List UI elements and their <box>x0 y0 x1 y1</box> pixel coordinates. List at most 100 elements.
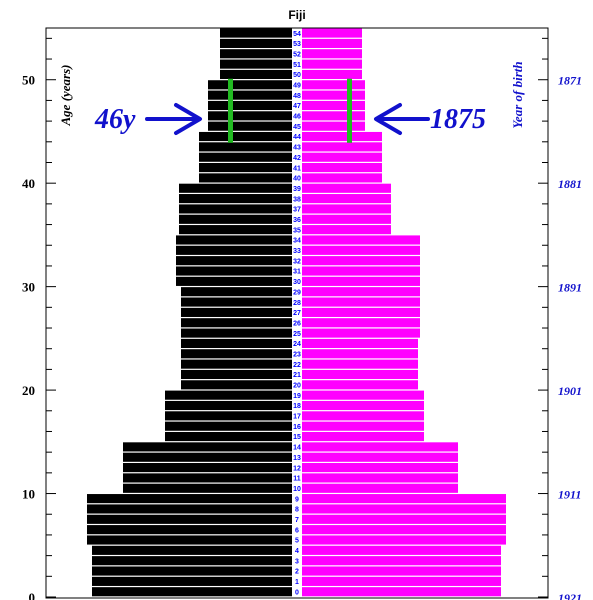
markers <box>228 78 352 143</box>
bar-right <box>302 80 365 90</box>
bar-right <box>302 162 382 173</box>
bar-left <box>220 69 292 80</box>
age-label: 42 <box>293 155 301 162</box>
bar-left <box>208 90 292 100</box>
birth-year-label: 1901 <box>558 384 582 398</box>
bar-right <box>302 369 418 380</box>
bar-left <box>208 80 292 90</box>
y-axis-label: Age (years) <box>58 64 73 126</box>
age-label: 50 <box>293 72 301 79</box>
age-label: 46 <box>293 114 301 121</box>
age-label: 14 <box>293 445 301 452</box>
age-label: 26 <box>293 320 301 327</box>
age-label: 23 <box>293 351 301 358</box>
bar-left <box>176 276 292 286</box>
birth-year-label: 1921 <box>558 591 582 600</box>
birth-year-label: 1891 <box>558 281 582 295</box>
bar-left <box>199 131 292 142</box>
bar-right <box>302 349 418 359</box>
bar-right <box>302 266 420 276</box>
bar-left <box>181 349 292 359</box>
bar-left <box>179 194 292 204</box>
bar-right <box>302 390 424 400</box>
age-label: 35 <box>293 227 301 234</box>
bar-left <box>181 297 292 307</box>
bar-left <box>181 328 292 338</box>
bar-left <box>179 204 292 214</box>
age-label: 9 <box>295 496 299 503</box>
bar-left <box>181 307 292 317</box>
bar-right <box>302 442 458 452</box>
bar-left <box>208 111 292 121</box>
y-tick-label: 10 <box>22 487 35 502</box>
bar-right <box>302 338 418 349</box>
bar-left <box>87 494 292 504</box>
right-axis-label: Year of birth <box>510 61 525 128</box>
year-of-birth-axis: 1871 1881 1891 1901 1911 1921 <box>538 37 582 600</box>
age-label: 54 <box>293 31 301 38</box>
birth-year-label: 1911 <box>558 488 581 502</box>
bar-right <box>302 421 424 431</box>
age-label: 22 <box>293 362 301 369</box>
age-label: 33 <box>293 248 301 255</box>
bar-right <box>302 69 362 80</box>
age-label: 40 <box>293 176 301 183</box>
age-label: 53 <box>293 41 301 48</box>
age-label: 43 <box>293 145 301 152</box>
bar-left <box>181 369 292 380</box>
marker-left <box>228 78 233 143</box>
bar-left <box>87 504 292 514</box>
age-label: 20 <box>293 383 301 390</box>
age-label: 44 <box>293 134 301 141</box>
bar-left <box>123 463 292 473</box>
bar-right <box>302 131 382 142</box>
left-bars <box>87 28 292 597</box>
bar-left <box>179 225 292 235</box>
bar-right <box>302 276 420 286</box>
bar-left <box>123 473 292 483</box>
bar-right <box>302 297 420 307</box>
bar-left <box>92 566 292 576</box>
bar-left <box>208 100 292 111</box>
bar-left <box>165 431 292 442</box>
bar-left <box>176 256 292 266</box>
age-label: 31 <box>293 269 301 276</box>
bar-left <box>165 390 292 400</box>
bar-right <box>302 587 501 597</box>
bar-right <box>302 256 420 266</box>
bar-left <box>181 318 292 328</box>
y-tick-label: 0 <box>29 590 36 600</box>
age-label: 47 <box>293 103 301 110</box>
y-tick-label: 50 <box>22 73 35 88</box>
age-label: 16 <box>293 424 301 431</box>
bar-left <box>179 183 292 193</box>
bar-right <box>302 245 420 255</box>
y-tick-label: 40 <box>22 176 35 191</box>
bar-right <box>302 28 362 38</box>
age-label: 37 <box>293 207 301 214</box>
age-label: 1 <box>295 579 299 586</box>
bar-right <box>302 152 382 162</box>
bar-left <box>123 483 292 493</box>
age-label: 12 <box>293 465 301 472</box>
age-label: 7 <box>295 517 299 524</box>
bar-right <box>302 514 506 524</box>
bar-left <box>181 380 292 390</box>
bar-right <box>302 204 391 214</box>
age-label: 38 <box>293 196 301 203</box>
bar-right <box>302 483 458 493</box>
age-label: 18 <box>293 403 301 410</box>
age-label: 51 <box>293 62 301 69</box>
left-arrow <box>145 103 202 135</box>
chart-title: Fiji <box>288 8 305 22</box>
bar-left <box>165 411 292 421</box>
age-label: 5 <box>295 538 299 545</box>
y-tick-label: 20 <box>22 383 35 398</box>
bar-left <box>199 142 292 152</box>
bar-right <box>302 380 418 390</box>
bar-left <box>220 59 292 69</box>
age-label: 8 <box>295 507 299 514</box>
bar-left <box>176 235 292 245</box>
bar-left <box>179 214 292 224</box>
bar-right <box>302 183 391 193</box>
